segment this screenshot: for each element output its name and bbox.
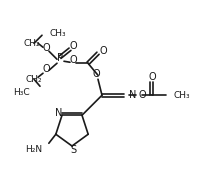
Text: CH₃: CH₃ — [174, 91, 191, 100]
Text: N: N — [55, 108, 63, 118]
Text: O: O — [99, 46, 107, 56]
Text: H₂N: H₂N — [25, 145, 42, 154]
Text: O: O — [42, 64, 50, 74]
Text: CH₃: CH₃ — [50, 29, 67, 38]
Text: O: O — [42, 43, 50, 53]
Text: CH₂: CH₂ — [24, 39, 40, 48]
Text: H₃C: H₃C — [13, 88, 30, 97]
Text: O: O — [139, 90, 147, 100]
Text: O: O — [69, 41, 77, 51]
Text: CH₂: CH₂ — [26, 75, 42, 84]
Text: P: P — [57, 53, 63, 63]
Text: S: S — [70, 145, 76, 155]
Text: N: N — [129, 90, 136, 100]
Text: O: O — [148, 72, 156, 82]
Text: O: O — [92, 69, 100, 79]
Text: O: O — [69, 55, 77, 65]
